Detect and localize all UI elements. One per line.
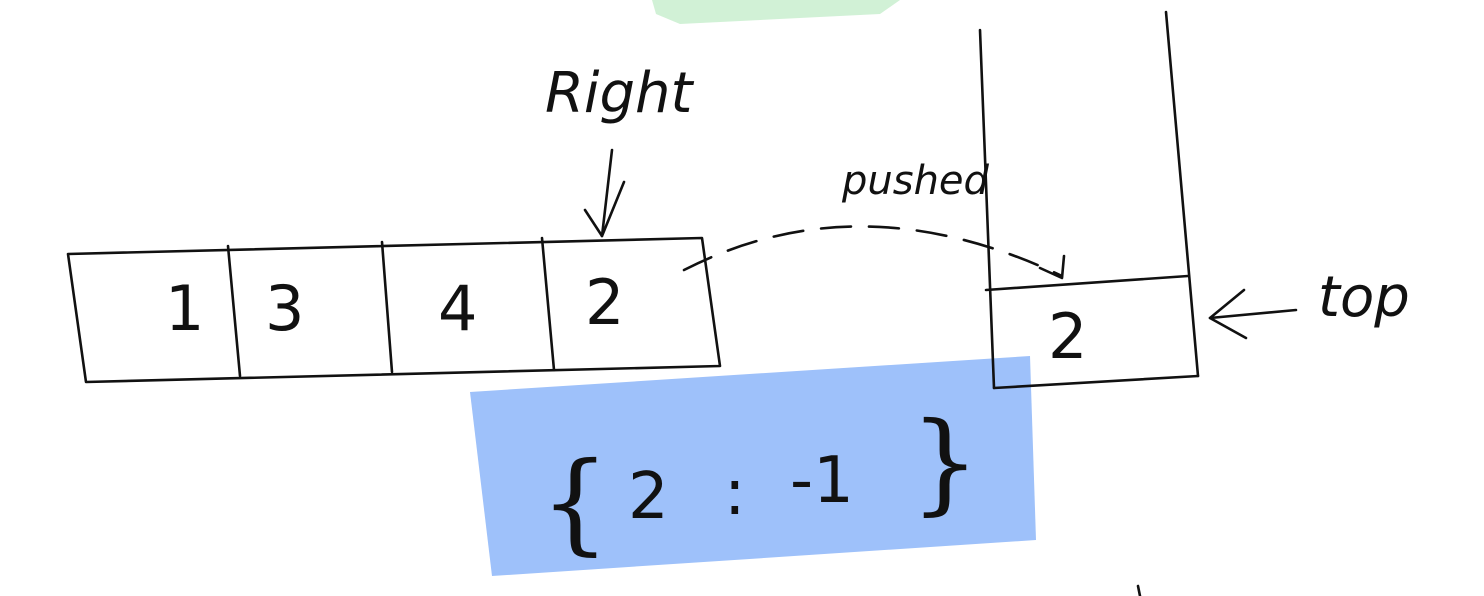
array-outline — [66, 236, 722, 384]
right-pointer-arrow — [583, 148, 626, 238]
stack: 2 — [978, 10, 1200, 390]
stack-item-top-line — [984, 274, 1190, 292]
blue-highlight — [470, 356, 1036, 576]
array-cell-3: 2 — [585, 266, 624, 339]
stack-bottom — [992, 374, 1200, 390]
map-open-brace: { — [540, 438, 610, 566]
pen-tick — [1136, 584, 1142, 596]
pushed-arrow — [682, 225, 1064, 278]
green-highlight — [652, 0, 900, 24]
array: 1 3 4 2 — [66, 236, 722, 384]
stack-left-wall — [978, 28, 996, 390]
map-separator: : — [724, 456, 746, 530]
map-close-brace: } — [910, 398, 980, 526]
stack-item-0: 2 — [1048, 300, 1087, 373]
pushed-arrow-head — [1038, 254, 1066, 280]
top-pointer-label: top — [1318, 265, 1410, 330]
top-pointer-arrow — [1208, 288, 1298, 340]
array-cell-1: 3 — [265, 272, 304, 345]
hashmap: { 2 : -1 } — [540, 398, 980, 566]
array-divider-1 — [226, 244, 242, 378]
array-cell-0: 1 — [165, 272, 204, 345]
map-key: 2 — [628, 460, 669, 534]
right-pointer-label: Right — [545, 61, 695, 126]
array-cell-2: 4 — [438, 272, 477, 345]
stack-right-wall — [1164, 10, 1200, 378]
pushed-label: pushed — [841, 158, 990, 204]
map-value: -1 — [790, 444, 854, 518]
array-divider-2 — [380, 240, 394, 374]
array-divider-3 — [540, 236, 556, 372]
